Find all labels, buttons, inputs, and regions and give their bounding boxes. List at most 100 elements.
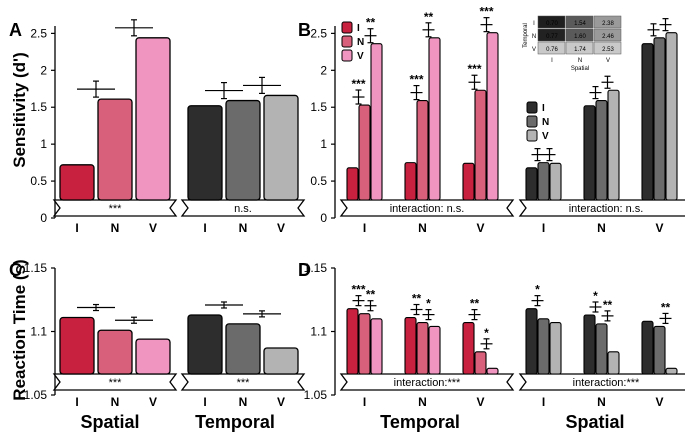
panel-c-g1-band-label: *** — [237, 377, 251, 389]
inset-table-value: 2.46 — [602, 34, 614, 40]
panel-a-g1-band-label: n.s. — [234, 203, 252, 215]
panel-b-bar — [462, 162, 475, 201]
panel-c-bar — [225, 323, 261, 375]
inset-table-cell — [593, 28, 622, 42]
panel-a-ytick-label: 0 — [40, 211, 47, 225]
panel-c-ytick-label: 1.05 — [24, 388, 48, 402]
panel-c-xtick-label: V — [149, 395, 157, 409]
panel-d-g1-band — [518, 373, 685, 391]
panel-d-bar — [607, 351, 620, 375]
panel-a-xtick-label: V — [277, 221, 285, 235]
inset-table-cell — [593, 15, 622, 29]
panel-b-bar — [404, 162, 417, 201]
panel-b-bar — [474, 89, 487, 201]
panel-d-xtick-label: N — [597, 395, 606, 409]
panel-b-ytick-label: 2.5 — [310, 26, 327, 40]
panel-a-bar — [135, 37, 171, 201]
panel-letter-D: D — [298, 260, 311, 280]
panel-d-g0-band-label: interaction:*** — [394, 377, 461, 389]
panel-b-bar — [549, 162, 562, 201]
panel-d-bar — [370, 318, 383, 375]
panel-a-ytick-label: 1.5 — [30, 100, 47, 114]
legend-swatch — [341, 49, 353, 62]
panel-c-bar — [59, 316, 95, 375]
legend-swatch — [526, 115, 538, 128]
panel-d-bar — [358, 313, 371, 375]
inset-table-value: 0.77 — [546, 34, 558, 40]
panel-c-xtick-label: I — [75, 395, 78, 409]
panel-d-xtick-label: I — [363, 395, 366, 409]
panel-b-significance-label: *** — [467, 62, 481, 76]
inset-table-col-label: V — [606, 58, 610, 64]
panel-c-bar — [135, 338, 171, 375]
panel-c-g0-band — [52, 373, 178, 391]
panel-d-bar — [486, 367, 499, 375]
panel-c-xtick-label: V — [277, 395, 285, 409]
panel-a-bar — [97, 98, 133, 201]
panel-b-xtick-label: I — [542, 221, 545, 235]
panel-d-bar — [525, 308, 538, 375]
panel-d-bar — [641, 320, 654, 375]
panel-c-ytick-label: 1.15 — [24, 261, 48, 275]
inset-table-cell — [537, 41, 566, 55]
panel-b-significance-label: ** — [366, 16, 376, 30]
panel-b-bar — [607, 89, 620, 201]
panel-a-ytick-label: 2 — [40, 63, 47, 77]
panel-c-bar — [187, 314, 223, 375]
panel-a-bar — [187, 105, 223, 201]
legend-swatch — [526, 101, 538, 114]
inset-table-value: 0.76 — [546, 47, 558, 53]
inset-table-value: 1.60 — [574, 34, 586, 40]
panel-a-ytick-label: 2.5 — [30, 26, 47, 40]
panel-d-bar — [346, 308, 359, 375]
panel-d-significance-label: * — [535, 283, 540, 297]
panel-a-g0-band-label: *** — [109, 203, 123, 215]
panel-b-xtick-label: N — [597, 221, 606, 235]
panel-b-significance-label: ** — [424, 10, 434, 24]
group-label-spatial-d: Spatial — [565, 412, 624, 432]
panel-b-g1-band-label: interaction: n.s. — [569, 203, 644, 215]
panel-b-bar — [428, 37, 441, 201]
panel-b-bar — [346, 167, 359, 201]
panel-d-significance-label: * — [484, 326, 489, 340]
panel-d-bar — [404, 316, 417, 375]
panel-b-ytick-label: 2 — [320, 63, 327, 77]
panel-a-ytick-label: 1 — [40, 137, 47, 151]
panel-b-ytick-label: 1 — [320, 137, 327, 151]
panel-b-ytick-label: 0 — [320, 211, 327, 225]
inset-table-row-label: N — [532, 34, 536, 40]
legend-label: V — [357, 51, 364, 62]
panel-a-xtick-label: V — [149, 221, 157, 235]
panel-c-g0-band-label: *** — [109, 377, 123, 389]
inset-table-cell — [565, 41, 594, 55]
panel-b-g1-band — [518, 199, 685, 217]
inset-table-cell — [565, 15, 594, 29]
panel-d-significance-label: ** — [603, 298, 613, 312]
panel-d-g1-band-label: interaction:*** — [573, 377, 640, 389]
inset-table-col-label: N — [578, 58, 582, 64]
panel-d-bar — [462, 322, 475, 375]
panel-a-g0-band — [52, 199, 178, 217]
panel-a-xtick-label: I — [203, 221, 206, 235]
panel-letter-C: C — [9, 260, 22, 280]
panel-d-bar — [595, 323, 608, 375]
panel-a-xtick-label: I — [75, 221, 78, 235]
panel-b-bar — [370, 43, 383, 201]
panel-b-bar — [525, 167, 538, 201]
panel-d-significance-label: ** — [366, 288, 376, 302]
panel-c-xtick-label: N — [239, 395, 248, 409]
panel-b-bar — [665, 32, 678, 201]
panel-b-bar — [583, 105, 596, 201]
panel-b-bar — [537, 162, 550, 201]
panel-a-bar — [225, 99, 261, 201]
panel-b-g0-band — [339, 199, 515, 217]
panel-b-xtick-label: N — [418, 221, 427, 235]
legend-label: N — [542, 117, 549, 128]
panel-b-significance-label: *** — [351, 77, 365, 91]
panel-b-significance-label: *** — [409, 73, 423, 87]
panel-d-significance-label: * — [593, 289, 598, 303]
inset-table-col-title: Spatial — [571, 66, 589, 72]
panel-d-xtick-label: I — [542, 395, 545, 409]
panel-d-bar — [416, 322, 429, 375]
